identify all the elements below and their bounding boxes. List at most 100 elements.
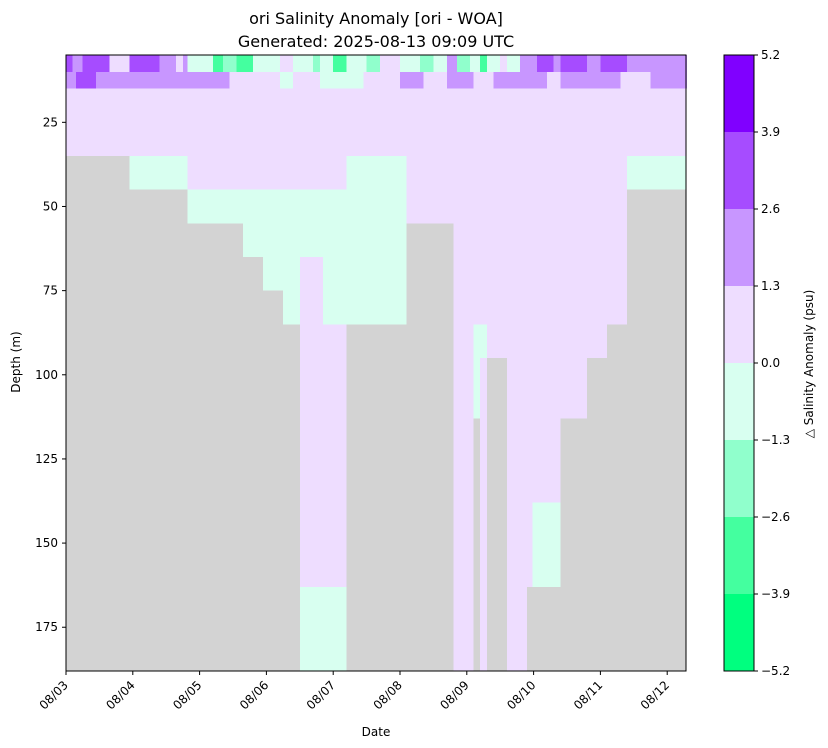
- heatmap-cell: [473, 324, 481, 419]
- colorbar-tick-label: 5.2: [761, 48, 780, 62]
- heatmap-cell: [82, 55, 110, 72]
- heatmap-cell: [446, 55, 457, 72]
- heatmap-cell: [346, 55, 367, 72]
- heatmap-cell: [129, 55, 160, 72]
- x-tick-label: 08/04: [103, 678, 137, 712]
- heatmap-cell: [319, 71, 364, 89]
- colorbar-swatch: [724, 517, 754, 594]
- colorbar-tick-label: 2.6: [761, 202, 780, 216]
- heatmap-cell: [313, 55, 320, 72]
- plot-frame: [65, 54, 687, 672]
- heatmap-cell: [500, 55, 507, 72]
- colorbar-swatch: [724, 594, 754, 671]
- chart-subtitle: Generated: 2025-08-13 09:09 UTC: [238, 32, 514, 51]
- heatmap-cell: [346, 155, 407, 224]
- heatmap-cell: [647, 55, 688, 72]
- x-tick-label: 08/03: [37, 678, 71, 712]
- heatmap-cell: [473, 418, 481, 671]
- y-tick-label: 175: [35, 620, 58, 634]
- heatmap-cell: [243, 189, 264, 257]
- colorbar-tick-label: 1.3: [761, 279, 780, 293]
- heatmap-cell: [176, 55, 183, 72]
- chart-title: ori Salinity Anomaly [ori - WOA]: [249, 9, 503, 28]
- heatmap-cell: [506, 324, 561, 419]
- colorbar-label: △ Salinity Anomaly (psu): [802, 290, 816, 439]
- heatmap-cell: [293, 71, 320, 89]
- heatmap-cell: [109, 55, 130, 72]
- heatmap-cell: [236, 55, 254, 72]
- y-axis-label: Depth (m): [9, 331, 23, 392]
- heatmap-cell: [229, 71, 264, 89]
- colorbar-tick-label: −5.2: [761, 664, 790, 678]
- heatmap-cell: [129, 189, 188, 671]
- heatmap-cell: [493, 71, 521, 89]
- heatmap-cell: [323, 256, 347, 587]
- colorbar-swatch: [724, 209, 754, 286]
- heatmap-cell: [263, 71, 280, 89]
- plot-area: [65, 54, 688, 672]
- x-tick-label: 08/06: [237, 678, 271, 712]
- x-tick-label: 08/07: [304, 678, 338, 712]
- heatmap-cell: [263, 290, 284, 671]
- heatmap-cell: [279, 55, 294, 72]
- heatmap-cell: [627, 155, 686, 190]
- heatmap-cell: [526, 502, 533, 587]
- heatmap-cell: [607, 256, 628, 671]
- heatmap-cell: [520, 71, 547, 89]
- heatmap-cell: [560, 55, 588, 72]
- heatmap-cell: [299, 586, 347, 671]
- heatmap-cell: [243, 256, 264, 671]
- heatmap-cell: [293, 55, 314, 72]
- heatmap-cell: [446, 71, 474, 89]
- heatmap-cell: [263, 189, 284, 291]
- x-tick-label: 08/12: [638, 678, 672, 712]
- colorbar-swatch: [724, 55, 754, 132]
- colorbar-swatch: [724, 286, 754, 363]
- heatmap-cell: [299, 324, 324, 587]
- heatmap-cell: [607, 189, 628, 257]
- colorbar-swatch: [724, 363, 754, 440]
- y-tick-label: 100: [35, 368, 58, 382]
- heatmap-cell: [72, 55, 83, 72]
- y-tick-label: 75: [43, 284, 58, 298]
- heatmap-cell: [620, 71, 628, 89]
- heatmap-cell: [96, 71, 230, 89]
- heatmap-cell: [560, 418, 588, 671]
- heatmap-cell: [182, 55, 188, 72]
- heatmap-cell: [187, 55, 213, 72]
- heatmap-cell: [627, 71, 651, 89]
- heatmap-cell: [283, 324, 300, 671]
- heatmap-cell: [587, 357, 598, 671]
- heatmap-cell: [600, 55, 628, 72]
- heatmap-cell: [433, 55, 447, 72]
- heatmap-cell: [520, 55, 537, 72]
- heatmap-cell: [470, 55, 481, 72]
- colorbar: −5.2 −3.9 −2.6 −1.3 0.0 1.3 2.6 3.9 5.2: [723, 48, 790, 678]
- heatmap-cell: [187, 189, 244, 224]
- heatmap-cell: [650, 71, 688, 89]
- heatmap-cell: [453, 189, 507, 325]
- colorbar-swatch: [724, 132, 754, 209]
- colorbar-tick-label: −3.9: [761, 587, 790, 601]
- heatmap-cell: [222, 55, 237, 72]
- heatmap-cell: [627, 189, 686, 671]
- heatmap-cell: [366, 55, 380, 72]
- heatmap-cell: [346, 223, 407, 325]
- heatmap-cell: [400, 71, 424, 89]
- heatmap-cell: [480, 55, 487, 72]
- heatmap-cell: [363, 71, 400, 89]
- colorbar-swatch: [724, 440, 754, 517]
- heatmap-cell: [597, 290, 608, 671]
- heatmap-cell: [66, 155, 130, 671]
- heatmap-cell: [379, 55, 400, 72]
- heatmap-cell: [627, 55, 648, 72]
- heatmap-cell: [253, 55, 280, 72]
- x-tick-label: 08/05: [170, 678, 204, 712]
- heatmap-cell: [480, 324, 487, 358]
- y-tick-label: 50: [43, 199, 58, 213]
- heatmap-cell: [333, 55, 347, 72]
- heatmap-cell: [212, 55, 223, 72]
- heatmap-cell: [299, 189, 324, 257]
- heatmap-cell: [323, 189, 347, 257]
- x-tick-label: 08/10: [504, 678, 538, 712]
